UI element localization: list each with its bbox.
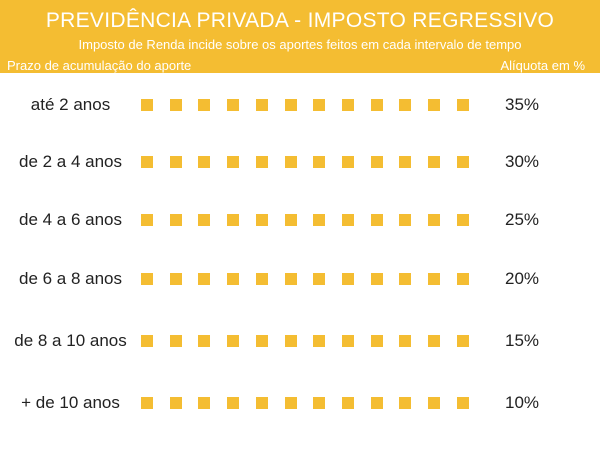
square-marker xyxy=(227,156,240,168)
square-marker xyxy=(198,156,211,168)
square-marker xyxy=(313,335,326,347)
square-marker xyxy=(227,273,240,285)
square-marker xyxy=(169,99,182,111)
square-marker xyxy=(399,99,412,111)
row-term-label: + de 10 anos xyxy=(21,393,120,412)
square-marker xyxy=(284,214,297,226)
square-marker xyxy=(313,397,326,409)
square-marker xyxy=(456,335,469,347)
row-rate-value: 10% xyxy=(505,393,540,412)
square-marker xyxy=(198,335,211,347)
square-marker xyxy=(169,273,182,285)
square-marker xyxy=(141,99,153,111)
square-marker xyxy=(227,335,240,347)
row-term-label: de 2 a 4 anos xyxy=(18,152,123,171)
square-marker xyxy=(341,99,354,111)
square-marker xyxy=(141,273,153,285)
square-marker xyxy=(428,273,440,285)
square-marker xyxy=(370,156,383,168)
square-marker xyxy=(284,99,297,111)
square-marker xyxy=(370,214,383,226)
row-rate-value: 20% xyxy=(505,269,540,288)
square-marker xyxy=(255,335,268,347)
square-marker xyxy=(370,397,383,409)
square-marker xyxy=(227,214,240,226)
square-marker xyxy=(141,156,153,168)
column-header-rate: Alíquota em % xyxy=(500,58,585,73)
square-marker xyxy=(284,156,297,168)
row-term-label: de 8 a 10 anos xyxy=(14,331,127,350)
square-marker xyxy=(198,214,211,226)
square-marker xyxy=(341,273,354,285)
table-row: de 6 a 8 anos 20% xyxy=(0,264,600,294)
table-row: de 4 a 6 anos 25% xyxy=(0,205,600,235)
header-banner: PREVIDÊNCIA PRIVADA - IMPOSTO REGRESSIVO… xyxy=(0,0,600,73)
row-rate-value: 15% xyxy=(505,331,540,350)
square-marker xyxy=(341,214,354,226)
square-marker xyxy=(313,156,326,168)
page-subtitle: Imposto de Renda incide sobre os aportes… xyxy=(78,37,522,52)
row-rate-value: 30% xyxy=(505,152,540,171)
square-marker xyxy=(227,397,240,409)
square-marker xyxy=(198,273,211,285)
square-marker xyxy=(313,99,326,111)
page-title: PREVIDÊNCIA PRIVADA - IMPOSTO REGRESSIVO xyxy=(45,9,555,32)
table-row: + de 10 anos 10% xyxy=(0,388,600,418)
row-rate-value: 25% xyxy=(505,210,540,229)
square-marker xyxy=(255,273,268,285)
square-marker xyxy=(341,156,354,168)
square-marker xyxy=(428,335,440,347)
square-marker xyxy=(456,273,469,285)
square-marker xyxy=(141,214,153,226)
square-marker xyxy=(284,273,297,285)
square-marker xyxy=(169,397,182,409)
square-marker xyxy=(169,214,182,226)
square-marker xyxy=(169,156,182,168)
square-marker xyxy=(399,156,412,168)
row-term-label: de 4 a 6 anos xyxy=(18,210,123,229)
table-row: de 8 a 10 anos 15% xyxy=(0,326,600,356)
square-marker xyxy=(370,99,383,111)
square-marker xyxy=(399,273,412,285)
table-row: até 2 anos 35% xyxy=(0,90,600,120)
square-marker xyxy=(341,335,354,347)
square-marker xyxy=(428,156,440,168)
square-marker xyxy=(198,99,211,111)
square-marker xyxy=(169,335,182,347)
table-row: de 2 a 4 anos 30% xyxy=(0,147,600,177)
square-marker xyxy=(370,273,383,285)
square-marker xyxy=(428,397,440,409)
square-marker xyxy=(399,335,412,347)
square-marker xyxy=(141,335,153,347)
square-marker xyxy=(399,214,412,226)
square-marker xyxy=(255,156,268,168)
square-marker xyxy=(428,214,440,226)
square-marker xyxy=(255,397,268,409)
square-marker xyxy=(313,273,326,285)
square-marker xyxy=(399,397,412,409)
square-marker xyxy=(428,99,440,111)
square-marker xyxy=(313,214,326,226)
square-marker xyxy=(227,99,240,111)
square-marker xyxy=(456,156,469,168)
square-marker xyxy=(284,397,297,409)
row-term-label: de 6 a 8 anos xyxy=(18,269,123,288)
square-marker xyxy=(141,397,153,409)
square-marker xyxy=(456,99,469,111)
square-marker xyxy=(198,397,211,409)
row-rate-value: 35% xyxy=(505,95,540,114)
square-marker xyxy=(456,397,469,409)
square-marker xyxy=(255,214,268,226)
row-term-label: até 2 anos xyxy=(30,95,111,114)
square-marker xyxy=(456,214,469,226)
square-marker xyxy=(370,335,383,347)
column-header-term: Prazo de acumulação do aporte xyxy=(7,58,192,73)
square-marker xyxy=(255,99,268,111)
square-marker xyxy=(284,335,297,347)
square-marker xyxy=(341,397,354,409)
